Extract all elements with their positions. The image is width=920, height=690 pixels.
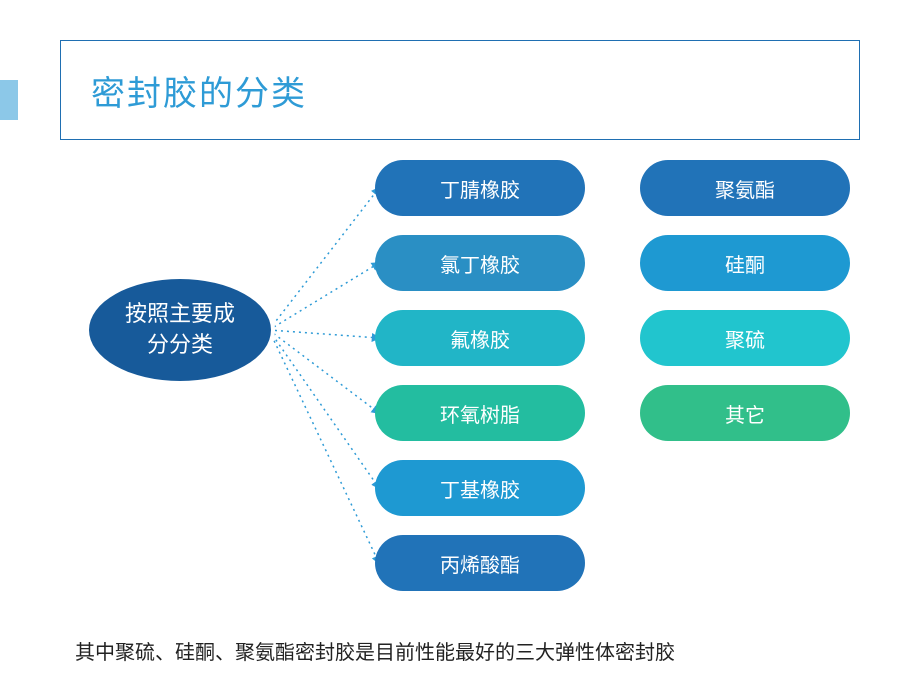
category-pill-label: 丁基橡胶 <box>440 474 520 503</box>
category-pill-label: 聚硫 <box>725 324 765 353</box>
center-node: 按照主要成分分类 <box>85 275 275 385</box>
category-pill: 氟橡胶 <box>375 310 585 366</box>
center-node-label: 按照主要成分分类 <box>125 299 235 361</box>
category-pill: 硅酮 <box>640 235 850 291</box>
category-pill: 聚硫 <box>640 310 850 366</box>
category-pill-label: 硅酮 <box>725 249 765 278</box>
category-pill: 丁基橡胶 <box>375 460 585 516</box>
category-pill: 丁腈橡胶 <box>375 160 585 216</box>
category-pill-label: 环氧树脂 <box>440 399 520 428</box>
category-pill-label: 聚氨酯 <box>715 174 775 203</box>
category-pill-label: 氯丁橡胶 <box>440 249 520 278</box>
footer-note: 其中聚硫、硅酮、聚氨酯密封胶是目前性能最好的三大弹性体密封胶 <box>75 636 675 665</box>
accent-bar <box>0 80 18 120</box>
category-pill: 其它 <box>640 385 850 441</box>
page-title: 密封胶的分类 <box>91 66 307 115</box>
category-pill: 环氧树脂 <box>375 385 585 441</box>
category-pill: 氯丁橡胶 <box>375 235 585 291</box>
title-box: 密封胶的分类 <box>60 40 860 140</box>
category-pill: 聚氨酯 <box>640 160 850 216</box>
category-pill: 丙烯酸酯 <box>375 535 585 591</box>
category-pill-label: 氟橡胶 <box>450 324 510 353</box>
category-pill-label: 丙烯酸酯 <box>440 549 520 578</box>
category-pill-label: 其它 <box>725 399 765 428</box>
category-pill-label: 丁腈橡胶 <box>440 174 520 203</box>
